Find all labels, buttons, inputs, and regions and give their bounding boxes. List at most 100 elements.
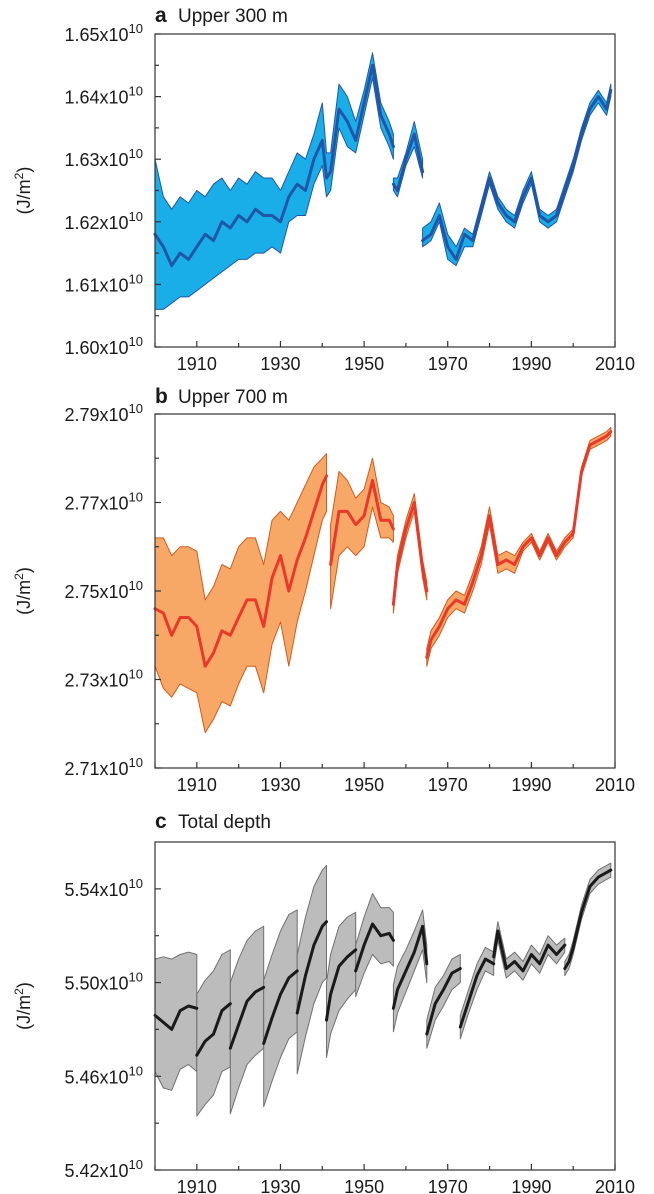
- y-tick-label: 5.42x1010: [64, 1157, 143, 1181]
- uncertainty-band-10: [459, 946, 495, 1040]
- panel-letter: c: [155, 810, 167, 833]
- y-tick-label: 2.75x1010: [64, 578, 143, 602]
- x-tick-label: 1970: [428, 354, 468, 374]
- x-tick-label: 2010: [595, 1177, 635, 1194]
- y-tick-mantissa: 1.60x10: [64, 338, 128, 358]
- uncertainty-band-3: [422, 83, 612, 267]
- x-tick-label: 1990: [511, 354, 551, 374]
- chart-title: Upper 300 m: [178, 6, 288, 27]
- x-tick-label: 1950: [344, 1177, 384, 1194]
- uncertainty-band-2: [330, 457, 394, 610]
- y-tick-mantissa: 1.62x10: [64, 213, 128, 233]
- x-tick-label: 1910: [177, 354, 217, 374]
- y-tick-label: 2.71x1010: [64, 755, 143, 779]
- series-line-9: [425, 967, 462, 1036]
- y-axis-label-close: ): [14, 982, 34, 988]
- uncertainty-band-1: [154, 453, 327, 734]
- x-tick-label: 1910: [177, 775, 217, 795]
- y-tick-mantissa: 1.65x10: [64, 25, 128, 45]
- y-tick-mantissa: 1.64x10: [64, 88, 128, 108]
- y-axis-label-base: (J/m: [14, 580, 34, 615]
- y-tick-exponent: 10: [129, 1157, 143, 1172]
- y-tick-label: 2.73x1010: [64, 667, 143, 691]
- y-tick-mantissa: 5.50x10: [64, 974, 128, 994]
- x-tick-label: 1950: [344, 354, 384, 374]
- y-tick-mantissa: 2.77x10: [64, 494, 128, 514]
- y-tick-mantissa: 5.42x10: [64, 1161, 128, 1181]
- y-tick-mantissa: 2.71x10: [64, 759, 128, 779]
- uncertainty-band-4: [263, 909, 298, 1108]
- x-tick-label: 1930: [260, 1177, 300, 1194]
- y-tick-exponent: 10: [129, 755, 143, 770]
- y-tick-mantissa: 1.61x10: [64, 275, 128, 295]
- uncertainty-band-5: [296, 864, 327, 1075]
- chart-title: Upper 700 m: [178, 387, 288, 408]
- series-line-1: [153, 63, 395, 268]
- plot-frame: [154, 841, 616, 1171]
- x-tick-label: 1930: [260, 354, 300, 374]
- series-line-3: [228, 985, 266, 1050]
- y-tick-label: 1.64x1010: [64, 84, 143, 108]
- series-line-2: [195, 1002, 232, 1057]
- y-tick-exponent: 10: [129, 970, 143, 985]
- series-line-12: [563, 868, 613, 970]
- y-tick-exponent: 10: [129, 84, 143, 99]
- x-tick-label: 1970: [428, 1177, 468, 1194]
- y-tick-label: 5.50x1010: [64, 970, 143, 994]
- y-tick-mantissa: 2.79x10: [64, 405, 128, 425]
- y-tick-label: 2.79x1010: [64, 401, 143, 425]
- y-axis-label-base: (J/m: [14, 179, 34, 214]
- y-axis-label: (J/m2): [12, 982, 34, 1030]
- x-tick-label: 2010: [595, 775, 635, 795]
- x-tick-label: 1910: [177, 1177, 217, 1194]
- y-tick-exponent: 10: [129, 334, 143, 349]
- series-line-7: [354, 922, 395, 973]
- uncertainty-band-4: [426, 426, 612, 667]
- y-axis-label: (J/m2): [12, 167, 34, 215]
- panel-letter: a: [155, 4, 167, 27]
- chart-panel-b: b Upper 700 m 1910 1930 1950 1970 1990 2010 2.71…: [12, 385, 635, 795]
- y-tick-mantissa: 2.73x10: [64, 671, 128, 691]
- y-tick-exponent: 10: [129, 490, 143, 505]
- chart-panel-a: a Upper 300 m 1910 1930 1950 1970 1990 2010 1.60…: [12, 4, 635, 374]
- x-tick-label: 2010: [595, 354, 635, 374]
- series-line-4: [425, 430, 613, 659]
- series-line-3: [421, 88, 613, 261]
- y-axis-label-sup: 2: [12, 573, 26, 580]
- y-tick-label: 2.77x1010: [64, 490, 143, 514]
- y-tick-exponent: 10: [129, 1063, 143, 1078]
- y-tick-exponent: 10: [129, 146, 143, 161]
- chart-title: Total depth: [178, 812, 271, 833]
- y-tick-label: 5.54x1010: [64, 876, 143, 900]
- uncertainty-band-7: [355, 893, 394, 998]
- series-line-6: [325, 948, 358, 1022]
- x-tick-label: 1950: [344, 775, 384, 795]
- y-axis-label-close: ): [14, 567, 34, 573]
- x-tick-label: 1990: [511, 775, 551, 795]
- series-line-3: [391, 501, 429, 606]
- y-tick-label: 1.63x1010: [64, 146, 143, 170]
- y-tick-label: 1.60x1010: [64, 334, 143, 358]
- y-tick-mantissa: 5.54x10: [64, 880, 128, 900]
- y-tick-mantissa: 1.63x10: [64, 150, 128, 170]
- series-line-5: [295, 920, 328, 1015]
- y-axis-label-sup: 2: [12, 172, 26, 179]
- y-tick-exponent: 10: [129, 21, 143, 36]
- uncertainty-band-1: [154, 52, 394, 310]
- y-tick-exponent: 10: [129, 876, 143, 891]
- series-line-4: [262, 969, 299, 1045]
- uncertainty-band-6: [326, 911, 357, 1058]
- y-tick-exponent: 10: [129, 578, 143, 593]
- y-tick-label: 1.65x1010: [64, 21, 143, 45]
- y-tick-label: 1.62x1010: [64, 209, 143, 233]
- series-line-1: [153, 1004, 199, 1031]
- y-tick-exponent: 10: [129, 209, 143, 224]
- series-line-10: [458, 957, 496, 1029]
- uncertainty-band-12: [564, 862, 612, 976]
- series-line-2: [391, 132, 425, 192]
- y-axis-label-close: ): [14, 167, 34, 173]
- uncertainty-band-9: [426, 954, 461, 1049]
- series-line-1: [153, 474, 328, 668]
- y-tick-mantissa: 2.75x10: [64, 582, 128, 602]
